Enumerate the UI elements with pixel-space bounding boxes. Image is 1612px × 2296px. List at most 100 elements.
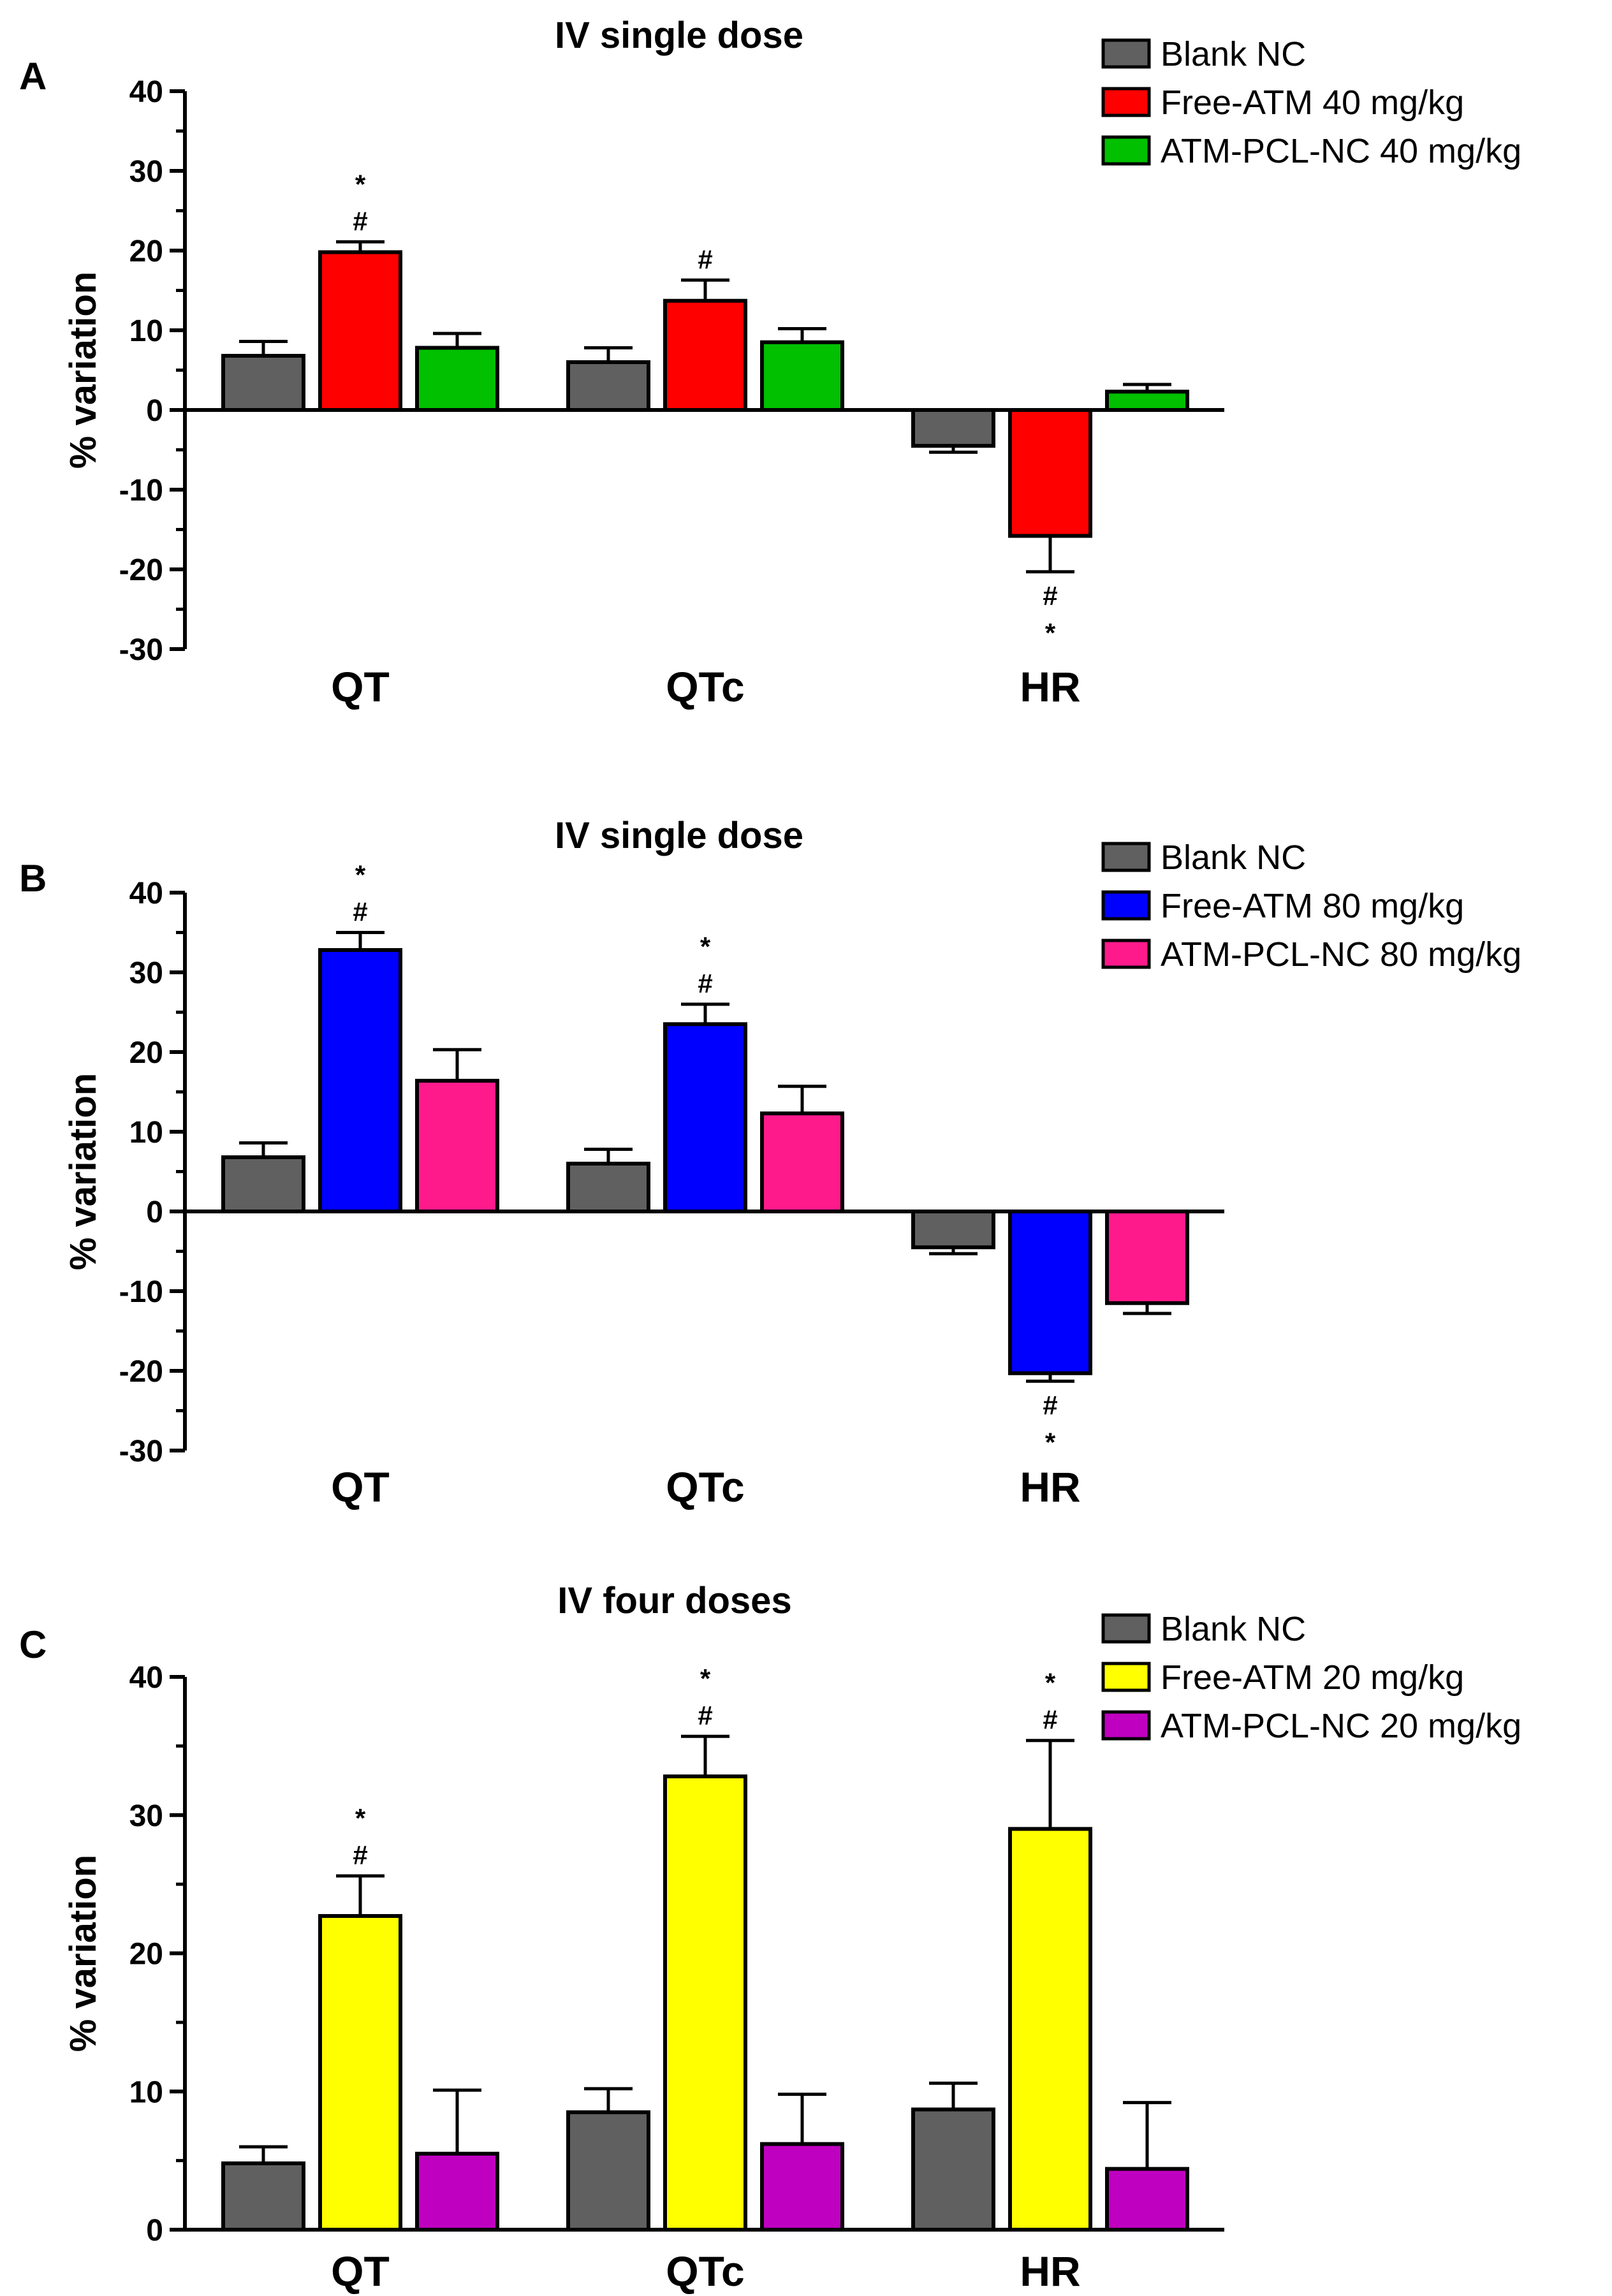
y-tick-label: 20: [129, 1938, 163, 1971]
bar-hr-series-2: [1008, 1210, 1092, 1375]
chart-panel-a: A IV single dose % variation -30 -20 -10 0 10 20…: [19, 15, 1521, 710]
y-tick-label: 20: [129, 235, 163, 268]
legend-entry: ATM-PCL-NC 40 mg/kg: [1161, 132, 1521, 170]
chart-title: IV four doses: [557, 1580, 791, 1621]
y-axis-label: % variation: [62, 1073, 104, 1270]
legend-swatch: [1101, 135, 1151, 166]
chart-panel-b: B IV single dose % variation -30 -20 -10 0 10 20…: [19, 815, 1521, 1510]
bar-qtc-series-1: [566, 360, 650, 412]
bar-qt-series-2: [318, 948, 402, 1213]
bar-hr-series-3: [1105, 390, 1189, 412]
legend-swatch: [1101, 87, 1151, 117]
bar-hr-series-2: [1008, 408, 1092, 538]
significance-marker: #: [353, 897, 367, 927]
legend-swatch: [1101, 38, 1151, 69]
y-tick-label: 40: [129, 75, 163, 109]
bar-qtc-series-2: [663, 1022, 747, 1213]
significance-marker: #: [1043, 1705, 1057, 1735]
panel-letter: B: [19, 857, 47, 900]
y-tick-label: -10: [119, 474, 163, 508]
legend-swatch: [1101, 1710, 1151, 1741]
bar-qt-series-2: [318, 1913, 402, 2232]
bar-qt-series-1: [221, 2161, 305, 2232]
y-tick-label: 20: [129, 1036, 163, 1070]
x-category-label: QT: [331, 2248, 390, 2295]
bar-qtc-series-3: [760, 340, 844, 412]
y-tick-label: 0: [146, 394, 163, 428]
legend-entry: ATM-PCL-NC 80 mg/kg: [1161, 935, 1521, 974]
bar-qtc-series-3: [760, 2142, 844, 2232]
bar-hr-series-3: [1105, 2167, 1189, 2232]
significance-marker: *: [355, 860, 366, 890]
y-tick-label: 10: [129, 314, 163, 348]
bar-qt-series-1: [221, 1155, 305, 1213]
y-tick-label: 30: [129, 956, 163, 990]
y-tick-label: -30: [119, 1435, 163, 1468]
legend-swatch: [1101, 842, 1151, 872]
significance-marker: *: [1045, 1668, 1056, 1698]
bar-qtc-series-2: [663, 1774, 747, 2232]
bar-hr-series-2: [1008, 1827, 1092, 2232]
x-category-label: HR: [1020, 2248, 1080, 2295]
bar-qt-series-3: [415, 2151, 499, 2232]
significance-marker: *: [1045, 618, 1056, 648]
bar-hr-series-3: [1105, 1210, 1189, 1305]
y-tick-label: 40: [129, 877, 163, 910]
bar-qtc-series-3: [760, 1111, 844, 1213]
legend-entry: Free-ATM 80 mg/kg: [1161, 887, 1464, 925]
significance-marker: *: [355, 169, 366, 199]
bar-qt-series-1: [221, 354, 305, 412]
significance-marker: #: [353, 206, 367, 236]
x-category-label: QT: [331, 663, 390, 710]
chart-title: IV single dose: [555, 815, 803, 856]
bar-hr-series-1: [911, 408, 995, 448]
bar-qt-series-3: [415, 346, 499, 412]
legend-entry: Blank NC: [1161, 1610, 1306, 1648]
legend-swatch: [1101, 1662, 1151, 1692]
x-category-label: QTc: [666, 1463, 744, 1510]
chart-panel-c: C IV four doses % variation 0 10 20 30 40 QT QTc H…: [19, 1580, 1521, 2295]
y-tick-label: 0: [146, 1196, 163, 1229]
y-tick-label: 40: [129, 1661, 163, 1695]
legend-entry: Blank NC: [1161, 838, 1306, 877]
y-tick-label: 10: [129, 1116, 163, 1150]
y-tick-label: -20: [119, 1355, 163, 1389]
significance-marker: #: [698, 244, 712, 274]
x-category-label: QTc: [666, 2248, 744, 2295]
y-axis-label: % variation: [62, 1855, 104, 2052]
significance-marker: #: [1043, 1390, 1057, 1420]
significance-marker: *: [1045, 1427, 1056, 1457]
significance-marker: #: [353, 1840, 367, 1870]
legend-swatch: [1101, 1613, 1151, 1644]
legend-entry: Free-ATM 40 mg/kg: [1161, 84, 1464, 122]
chart-title: IV single dose: [555, 15, 803, 56]
legend-entry: Blank NC: [1161, 35, 1306, 73]
bar-qt-series-2: [318, 250, 402, 412]
significance-marker: #: [698, 1700, 712, 1730]
x-category-label: HR: [1020, 1463, 1080, 1510]
y-tick-label: -20: [119, 553, 163, 587]
panel-letter: C: [19, 1623, 47, 1666]
legend-entry: Free-ATM 20 mg/kg: [1161, 1658, 1464, 1697]
bar-qtc-series-1: [566, 2110, 650, 2232]
legend: Blank NC Free-ATM 80 mg/kg ATM-PCL-NC 80 m…: [1101, 838, 1521, 974]
significance-marker: #: [698, 969, 712, 998]
x-category-label: QTc: [666, 663, 744, 710]
y-axis-label: % variation: [62, 272, 104, 469]
y-tick-label: -30: [119, 633, 163, 667]
significance-marker: #: [1043, 581, 1057, 611]
bar-qtc-series-2: [663, 298, 747, 412]
x-category-label: QT: [331, 1463, 390, 1510]
legend: Blank NC Free-ATM 20 mg/kg ATM-PCL-NC 20 m…: [1101, 1610, 1521, 1745]
legend-entry: ATM-PCL-NC 20 mg/kg: [1161, 1707, 1521, 1745]
x-category-label: HR: [1020, 663, 1080, 710]
legend-swatch: [1101, 939, 1151, 969]
y-tick-label: 30: [129, 155, 163, 189]
bar-qt-series-3: [415, 1079, 499, 1213]
panel-letter: A: [19, 55, 47, 98]
y-tick-label: -10: [119, 1275, 163, 1309]
y-tick-label: 30: [129, 1799, 163, 1833]
bar-hr-series-1: [911, 1210, 995, 1250]
bar-hr-series-1: [911, 2107, 995, 2232]
